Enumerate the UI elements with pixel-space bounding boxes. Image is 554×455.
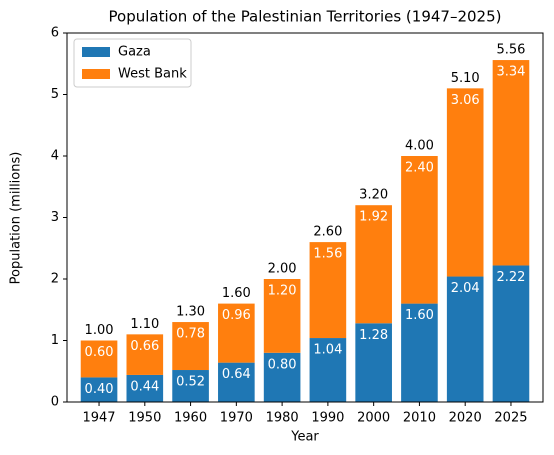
x-tick-label: 1990 (311, 411, 344, 426)
x-tick-label: 2020 (449, 411, 482, 426)
y-tick-label: 6 (51, 26, 59, 41)
total-label: 4.00 (405, 139, 434, 154)
bar-segment (80, 377, 118, 402)
bar-segment (355, 205, 392, 324)
bar-value-label: 0.66 (130, 339, 159, 354)
bar-value-label: 1.20 (268, 284, 297, 299)
bar-value-label: 1.56 (313, 247, 342, 262)
y-tick-label: 1 (51, 333, 59, 348)
bar-segment (401, 156, 438, 304)
plot-frame (66, 32, 544, 403)
bar-segment (309, 338, 347, 402)
total-label: 1.10 (130, 317, 159, 332)
bar-value-label: 1.28 (359, 328, 388, 343)
legend-swatch (82, 69, 110, 79)
total-label: 5.56 (496, 43, 525, 58)
bar-segment (172, 370, 209, 402)
bar-value-label: 0.52 (176, 375, 205, 390)
bar-segment (80, 340, 118, 378)
bar-segment (492, 60, 530, 266)
bar-value-label: 0.60 (85, 345, 114, 360)
bar-value-label: 0.80 (268, 357, 297, 372)
y-tick-label: 0 (51, 395, 59, 410)
bar-value-label: 1.60 (405, 308, 434, 323)
total-label: 5.10 (451, 71, 480, 86)
x-tick-label: 1950 (128, 411, 161, 426)
total-label: 1.30 (176, 305, 205, 320)
bar-segment (446, 276, 484, 402)
bar-segment (126, 334, 164, 375)
bar-segment (126, 374, 164, 402)
y-tick-label: 2 (51, 272, 59, 287)
legend: Gaza West Bank (73, 38, 192, 88)
bar-segment (401, 303, 438, 402)
x-tick-label: 1960 (174, 411, 207, 426)
bar-segment (218, 303, 255, 363)
bar-segment (492, 265, 530, 402)
y-tick-label: 3 (51, 210, 59, 225)
x-tick-label: 1970 (220, 411, 253, 426)
bar-segment (172, 322, 209, 371)
y-tick-label: 4 (51, 149, 59, 164)
bar-value-label: 0.96 (222, 308, 251, 323)
x-tick-label: 1947 (82, 411, 115, 426)
bar-segment (446, 88, 484, 277)
chart-title: Population of the Palestinian Territorie… (109, 8, 502, 26)
total-label: 3.20 (359, 188, 388, 203)
bar-value-label: 3.06 (451, 93, 480, 108)
bar-value-label: 0.78 (176, 327, 205, 342)
total-label: 2.60 (313, 225, 342, 240)
x-axis-label: Year (290, 430, 319, 445)
x-tick-label: 2010 (403, 411, 436, 426)
bar-value-label: 2.04 (451, 281, 480, 296)
bar-value-label: 0.40 (85, 382, 114, 397)
legend-label: West Bank (118, 67, 187, 82)
bar-value-label: 0.64 (222, 367, 251, 382)
total-label: 2.00 (268, 262, 297, 277)
total-label: 1.00 (85, 323, 114, 338)
bar-segment (309, 242, 347, 339)
bar-value-label: 2.22 (496, 270, 525, 285)
bar-value-label: 0.44 (130, 379, 159, 394)
bar-value-label: 1.04 (313, 343, 342, 358)
x-tick-label: 2025 (494, 411, 527, 426)
bar-segment (263, 352, 301, 402)
bar-segment (218, 362, 255, 402)
total-label: 1.60 (222, 286, 251, 301)
y-tick-label: 5 (51, 87, 59, 102)
legend-swatch (82, 47, 110, 57)
bar-value-label: 2.40 (405, 161, 434, 176)
x-tick-label: 1980 (266, 411, 299, 426)
bar-value-label: 3.34 (496, 65, 525, 80)
y-axis-label: Population (millions) (9, 152, 24, 285)
bar-value-label: 1.92 (359, 210, 388, 225)
bar-segment (263, 279, 301, 353)
bar-segment (355, 323, 392, 402)
x-tick-label: 2000 (357, 411, 390, 426)
legend-label: Gaza (118, 45, 151, 60)
